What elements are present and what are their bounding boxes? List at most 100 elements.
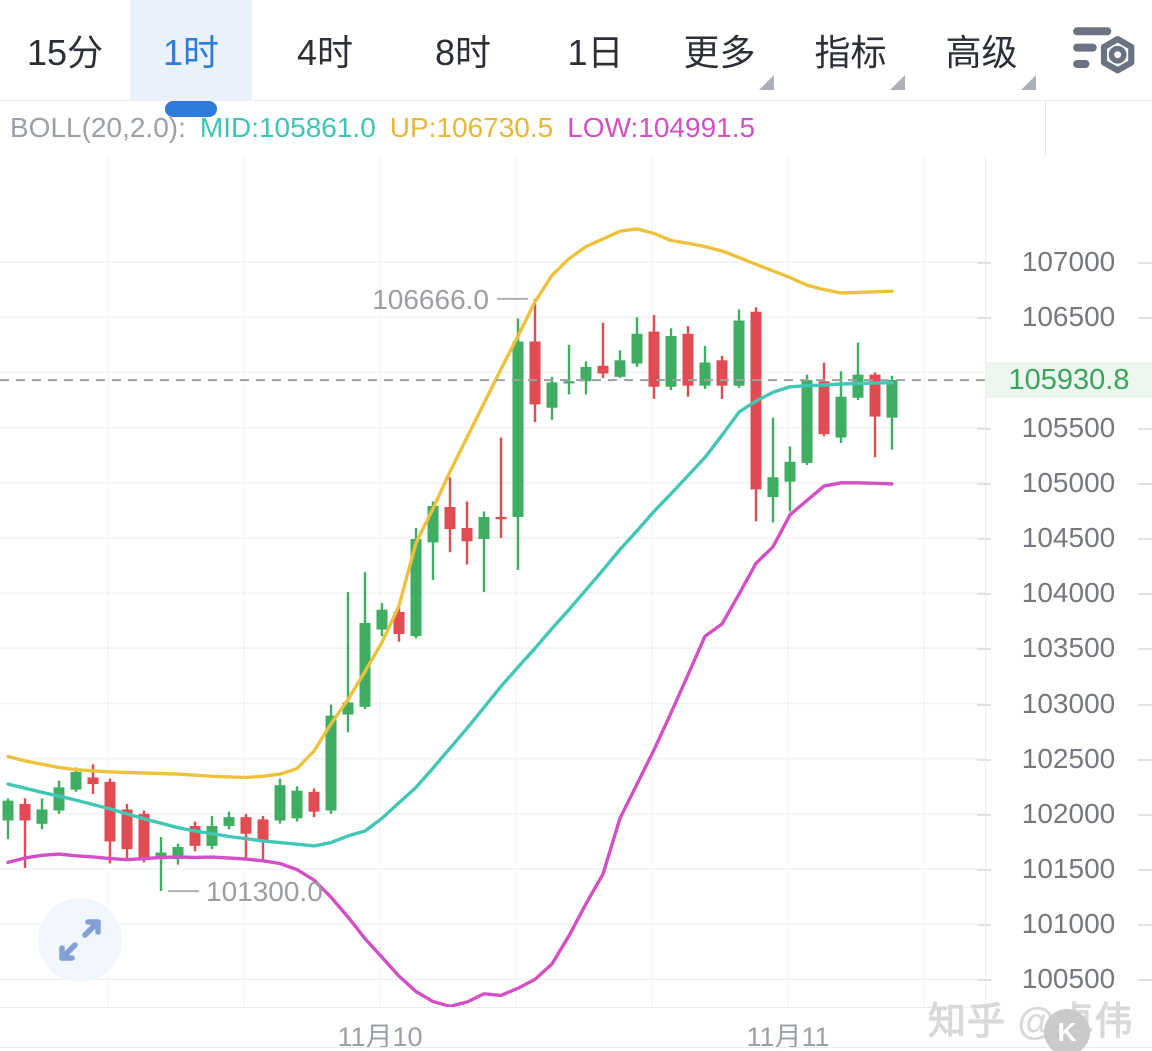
candle-body [580,366,592,382]
candle-body [274,785,286,821]
y-axis-label: 100500 [977,963,1152,995]
y-axis-label: 107000 [977,246,1152,278]
candle-body [138,813,150,860]
candle-body [444,507,456,530]
candle-body [393,611,405,634]
candle-body [342,702,354,715]
tab-15min-label: 15分 [26,32,104,73]
candle-body [614,360,626,377]
candle-body [36,809,48,824]
candle-body [546,382,558,408]
candle-body [716,360,728,386]
candle-body [2,800,14,821]
boll-low-value: LOW:104991.5 [567,111,756,143]
menu-indicators-label: 指标 [814,32,887,73]
candle-body [495,516,507,520]
candle-body [665,335,677,387]
candle-body [359,622,371,707]
menu-more[interactable]: 更多 [663,0,794,100]
tab-4hour[interactable]: 4时 [252,0,398,100]
candle-body [121,809,133,850]
y-axis-label: 104000 [977,577,1152,609]
candle-body [784,461,796,482]
candle-body [529,341,541,405]
candle-body [240,817,252,834]
active-tab-indicator [165,101,217,117]
candle-body [427,505,439,543]
y-axis-label: 101000 [977,908,1152,940]
expand-chart-button[interactable] [38,898,122,982]
timeframe-toolbar: 15分 1时 4时 8时 1日 更多 指标 高级 [0,0,1152,117]
candle-body [801,380,813,463]
gridlines [0,155,985,1007]
boll-lower-band [6,481,894,1007]
candle-body [648,331,660,387]
tab-8hour[interactable]: 8时 [398,0,528,100]
x-axis-label: 11月10 [337,1022,423,1051]
candle-body [835,396,847,438]
candle-body [223,817,235,827]
x-axis-label: 11月11 [746,1022,830,1051]
y-axis-label: 105500 [977,412,1152,444]
menu-indicators[interactable]: 指标 [794,0,925,100]
tab-1hour-label: 1时 [162,32,220,73]
high-price-annotation: 106666.0 [372,284,489,315]
candle-body [886,380,898,418]
tab-1hour[interactable]: 1时 [130,0,252,117]
dropdown-triangle-icon [1020,75,1036,90]
candle-body [852,374,864,398]
time-axis: 11月10 11月11 [0,1007,985,1051]
candle-body [376,609,388,630]
candle-body [257,819,269,842]
menu-advanced[interactable]: 高级 [925,0,1056,100]
y-axis-label: 104500 [977,522,1152,554]
candle-body [869,374,881,417]
candle-body [631,333,643,364]
expand-arrows-icon [59,919,101,961]
price-axis-separator [985,155,986,1007]
candle-body [818,381,830,435]
candle-body [172,846,184,860]
candle-body [325,715,337,811]
candle-body [19,803,31,821]
indicator-name: BOLL(20,2.0): [10,111,186,143]
tab-1day[interactable]: 1日 [528,0,663,100]
boll-mid-value: MID:105861.0 [199,111,376,143]
y-axis-label: 103500 [977,632,1152,664]
y-axis-label: 103000 [977,688,1152,720]
tab-8hour-label: 8时 [434,32,492,73]
tab-1day-label: 1日 [567,32,624,73]
candle-body [563,381,575,384]
y-axis-label: 101500 [977,853,1152,885]
boll-up-value: UP:106730.5 [389,111,554,143]
candle-body [308,791,320,812]
candle-body [189,826,201,846]
candle-body [206,826,218,846]
candle-body [53,787,65,811]
candlestick-series [2,298,898,892]
watermark-badge: K [1044,1009,1090,1051]
y-axis-label: 102500 [977,743,1152,775]
indicator-readout-bar: BOLL(20,2.0): MID:105861.0 UP:106730.5 L… [0,100,1152,155]
menu-advanced-label: 高级 [945,32,1018,73]
y-axis-label: 102000 [977,798,1152,830]
candle-body [733,320,745,386]
dropdown-triangle-icon [758,75,774,90]
candle-body [410,539,422,637]
candle-body [597,365,609,374]
bottom-border [0,1047,1152,1048]
candle-body [87,777,99,785]
menu-more-label: 更多 [683,32,756,73]
boll-upper-band [6,227,894,780]
chart-settings-button[interactable] [1056,0,1152,100]
indicator-settings-icon [1073,27,1135,74]
candle-body [70,771,82,790]
candlestick-chart[interactable]: 106666.0 101300.0 [0,155,985,1007]
tab-4hour-label: 4时 [296,32,354,73]
candle-body [682,333,694,386]
tab-15min[interactable]: 15分 [0,0,130,100]
candle-body [767,477,779,498]
candle-body [699,362,711,386]
toolbar-separator [1045,100,1046,155]
